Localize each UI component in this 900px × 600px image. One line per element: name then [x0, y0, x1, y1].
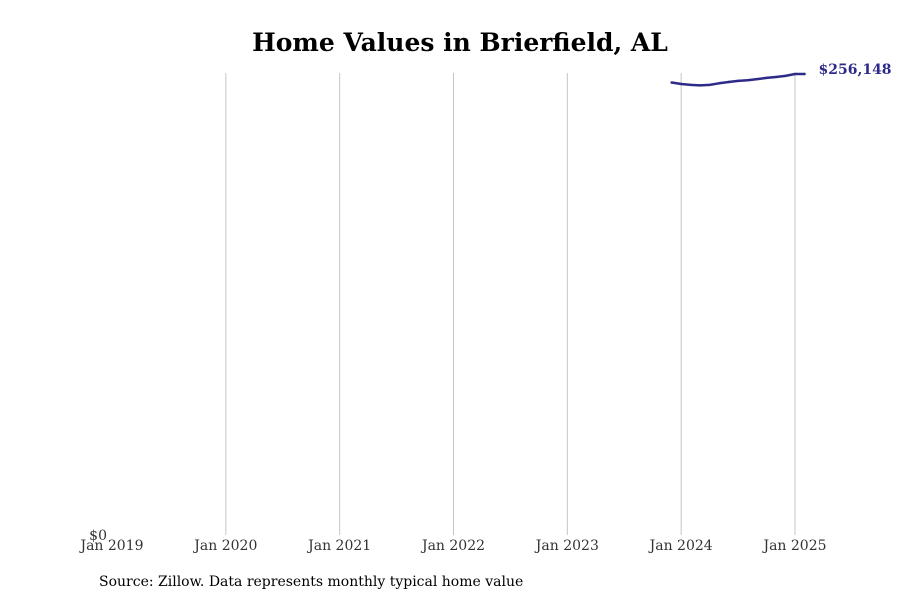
data-point — [670, 81, 673, 84]
data-point — [784, 74, 787, 78]
data-point — [793, 72, 797, 76]
chart-title: Home Values in Brierfield, AL — [252, 28, 668, 57]
x-axis-ticks: Jan 2019 Jan 2020 Jan 2021 Jan 2022 Jan 2023… — [78, 538, 826, 554]
end-labels: $256,148 — [818, 62, 891, 78]
data-point — [698, 84, 702, 87]
source-note: Source: Zillow. Data represents monthly … — [99, 574, 524, 590]
x-tick-label: Jan 2020 — [192, 538, 257, 554]
data-point — [736, 79, 740, 83]
x-tick-label: Jan 2025 — [761, 538, 826, 554]
data-point — [746, 79, 749, 82]
data-point — [774, 75, 778, 79]
x-tick-label: Jan 2023 — [534, 538, 599, 554]
x-tick-label: Jan 2019 — [78, 538, 143, 554]
series-lines — [670, 72, 806, 87]
data-point — [717, 82, 721, 85]
x-tick-label: Jan 2024 — [648, 538, 713, 554]
gridlines — [225, 73, 796, 535]
data-point — [803, 72, 806, 76]
data-point — [765, 76, 768, 80]
data-point — [708, 83, 711, 87]
data-point — [727, 80, 730, 84]
data-point — [689, 83, 692, 87]
end-value-label: $256,148 — [818, 62, 891, 78]
y-axis-ticks: $0 — [89, 528, 107, 544]
data-point — [755, 77, 759, 81]
x-tick-label: Jan 2021 — [306, 538, 371, 554]
data-point — [679, 82, 683, 86]
x-tick-label: Jan 2022 — [420, 538, 485, 554]
y-tick-label: $0 — [89, 528, 107, 544]
